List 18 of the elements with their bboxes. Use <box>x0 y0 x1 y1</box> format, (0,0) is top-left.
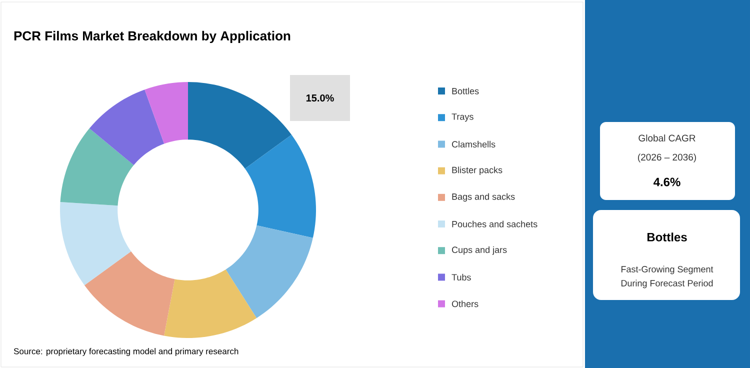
text: During Forecast Period <box>621 280 713 288</box>
legend-label: Bags and sacks <box>452 193 515 202</box>
legend-label: Clamshells <box>452 140 496 148</box>
legend-label: Bottles <box>452 88 479 94</box>
text: (2026 – 2036) <box>638 154 696 162</box>
text: Bottles <box>647 232 687 242</box>
text: 4.6% <box>654 178 680 186</box>
legend-label: Others <box>452 300 478 308</box>
legend-label: Blister packs <box>452 166 502 175</box>
legend-label: Tubs <box>452 274 471 281</box>
source-note: Source: proprietary forecasting model and primary research <box>14 348 238 356</box>
chart-title: PCR Films Market Breakdown by Application <box>14 30 290 44</box>
text: Global CAGR <box>638 134 696 142</box>
data-label: 15.0% <box>306 94 334 102</box>
legend-label: Cups and jars <box>452 246 507 255</box>
text: Fast-Growing Segment <box>621 266 714 274</box>
legend-label: Pouches and sachets <box>452 220 538 228</box>
legend-label: Trays <box>452 114 474 122</box>
